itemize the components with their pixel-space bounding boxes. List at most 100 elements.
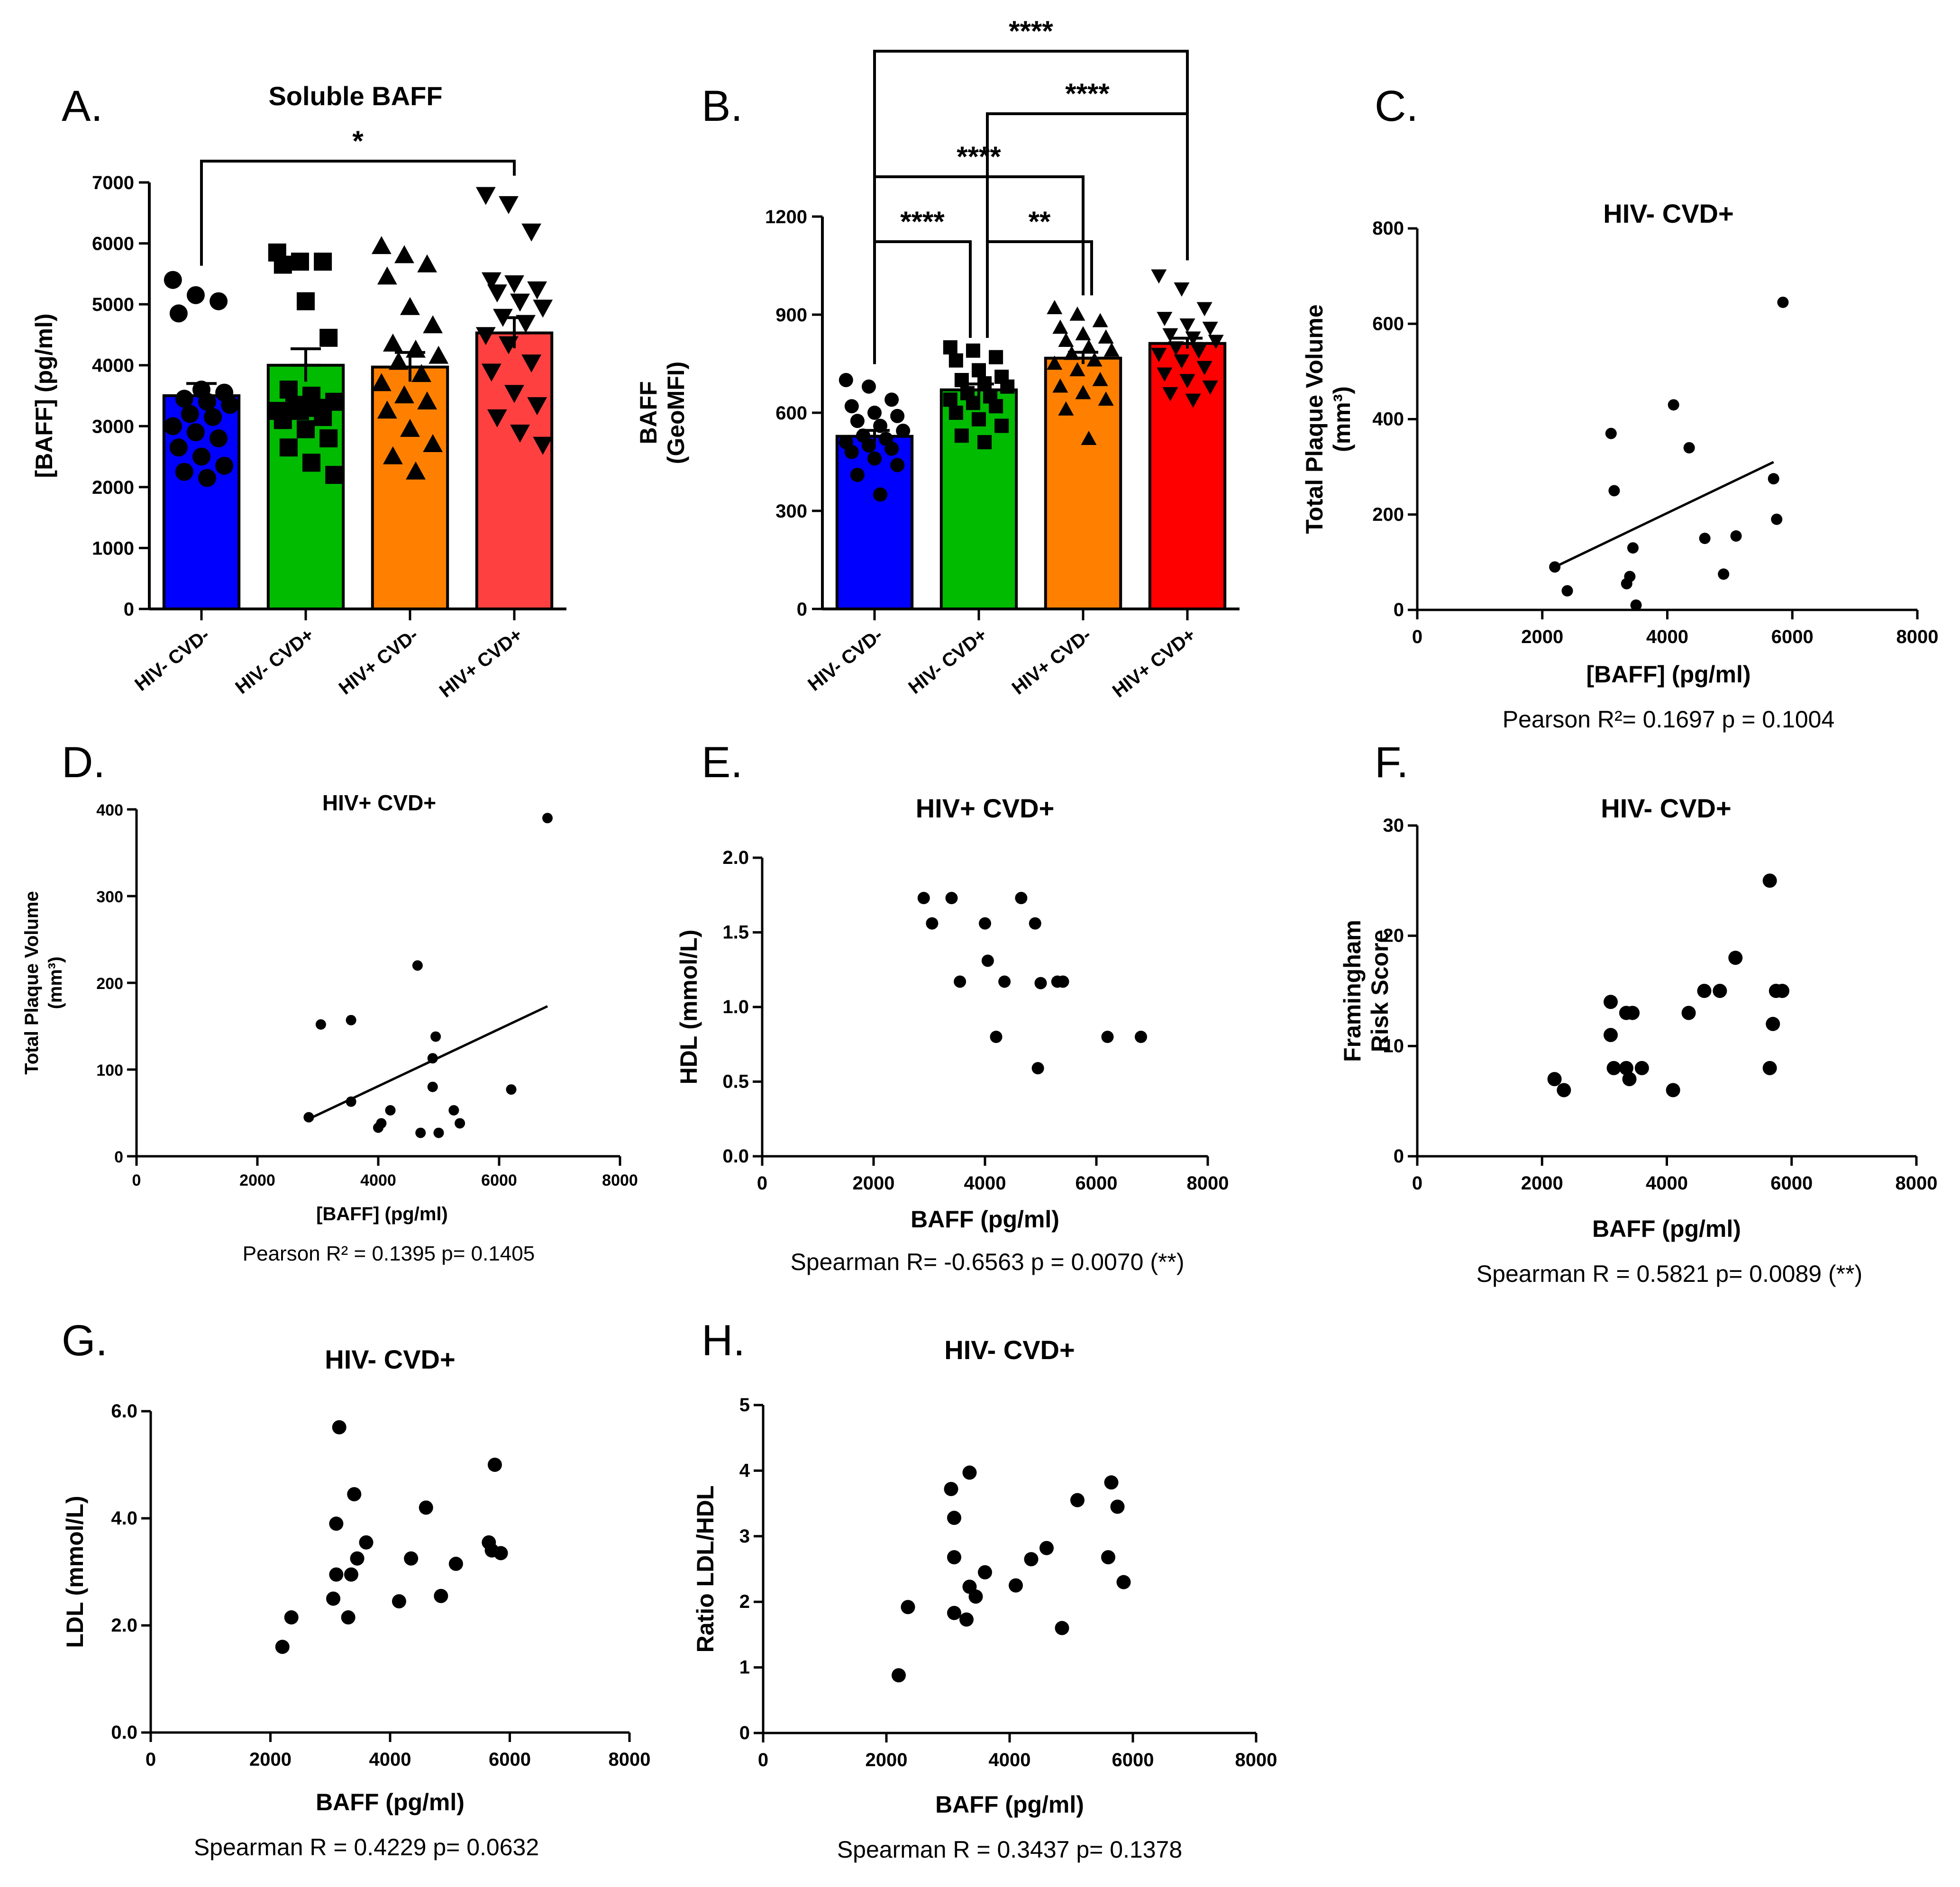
x-tick-label: HIV- CVD+ [904,624,991,698]
data-point [844,445,859,459]
data-point [506,1084,517,1095]
y-tick-label: 0.5 [722,1071,749,1092]
y-tick-label: 4 [739,1460,750,1481]
panel-label: H. [702,1316,745,1365]
x-tick-label: 8000 [602,1171,638,1189]
data-point [861,379,876,394]
y-tick-label: 4000 [92,355,134,376]
x-tick-label: HIV- CVD- [131,624,213,695]
data-point [1031,1062,1044,1075]
data-point [516,315,536,333]
x-tick-label: 6000 [1076,1173,1118,1194]
data-point [873,487,888,502]
data-point [867,451,882,466]
bar-4 [475,331,554,610]
data-point [1092,372,1108,386]
data-point [376,1118,387,1129]
y-tick-label: 6000 [92,234,134,254]
data-point [423,315,443,334]
data-point [411,364,431,382]
data-point [1730,530,1742,542]
data-point [175,463,193,481]
data-point [1075,326,1091,341]
data-point [1034,977,1047,989]
data-point [1052,319,1068,334]
data-point [1029,917,1041,930]
y-tick-label: 200 [96,975,123,993]
panel-g: G. 0.0 2.0 4.0 6.0 0 2000 4000 6000 8000 HIV- CVD+… [62,1316,650,1860]
data-point [1174,354,1190,369]
stat-annotation: Pearson R²= 0.1697 p = 0.1004 [1503,706,1835,733]
data-point [1081,430,1097,445]
data-point [346,1096,356,1107]
data-point [1775,984,1790,998]
x-tick-label: 4000 [1646,1173,1688,1194]
data-point [383,333,403,352]
data-point [1000,379,1015,394]
x-tick-label: 6000 [1770,1173,1813,1194]
significance-bracket [873,240,972,364]
y-axis-label: Total Plaque Volume [21,891,42,1074]
data-point [1185,393,1201,408]
data-point [315,1019,326,1030]
data-point [542,813,553,824]
data-point [455,1118,465,1129]
data-point [994,418,1009,433]
x-tick-label: 8000 [609,1749,651,1770]
data-point [1191,345,1207,359]
x-tick-label: 2000 [853,1173,895,1194]
data-point [392,1594,406,1609]
chart-title: HIV- CVD+ [325,1344,455,1374]
data-point [1179,374,1195,389]
x-tick-label: 0 [132,1171,141,1189]
x-tick-label: 6000 [1771,626,1814,647]
data-point [215,456,234,475]
chart-title: HIV+ CVD+ [322,790,436,815]
data-point [475,327,496,345]
stat-annotation: Spearman R = 0.4229 p= 0.0632 [194,1834,539,1860]
x-tick-label: 0 [757,1173,767,1194]
data-point [944,1482,958,1497]
y-tick-label: 0 [797,599,807,620]
x-tick-label: 2000 [239,1171,275,1189]
data-point [943,340,957,354]
data-point [164,417,182,435]
data-point [169,438,188,457]
data-point [1055,1621,1069,1635]
data-point [1135,1031,1147,1043]
data-point [404,1551,419,1566]
data-point [319,429,338,447]
data-point [275,1640,290,1654]
significance-bracket [873,175,1085,364]
data-point [890,408,905,423]
data-point [1081,339,1097,354]
y-tick-label: 300 [96,888,123,906]
data-point [998,975,1011,988]
data-point [1619,1061,1633,1075]
chart-title: HIV- CVD+ [944,1335,1075,1365]
data-point [350,1551,365,1566]
data-point [917,892,930,905]
data-point [954,428,969,443]
y-tick-label: 0.0 [722,1146,749,1167]
data-point [394,385,414,404]
y-tick-label: 2.0 [111,1615,137,1636]
y-axis-label: Total Plaque Volume [1301,304,1328,534]
significance-label: ** [1029,206,1051,237]
x-axis-label: BAFF (pg/ml) [935,1791,1084,1818]
data-point [1110,1499,1125,1514]
y-tick-label: 600 [1372,313,1404,334]
y-tick-label: 6.0 [111,1401,137,1422]
data-point [1009,1578,1023,1593]
data-point [1162,387,1178,401]
data-point [359,1535,374,1550]
data-point [423,434,443,453]
data-point [844,399,859,414]
x-tick-label: 2000 [1521,1173,1563,1194]
panel-label: D. [62,738,105,787]
panel-e: E. 0.0 0.5 1.0 1.5 2.0 0 2000 4000 6000 8000 HIV+ C… [675,738,1229,1275]
data-point [433,1127,444,1138]
data-point [962,1465,977,1480]
data-point [1728,951,1743,965]
x-axis-label: BAFF (pg/ml) [911,1206,1059,1233]
